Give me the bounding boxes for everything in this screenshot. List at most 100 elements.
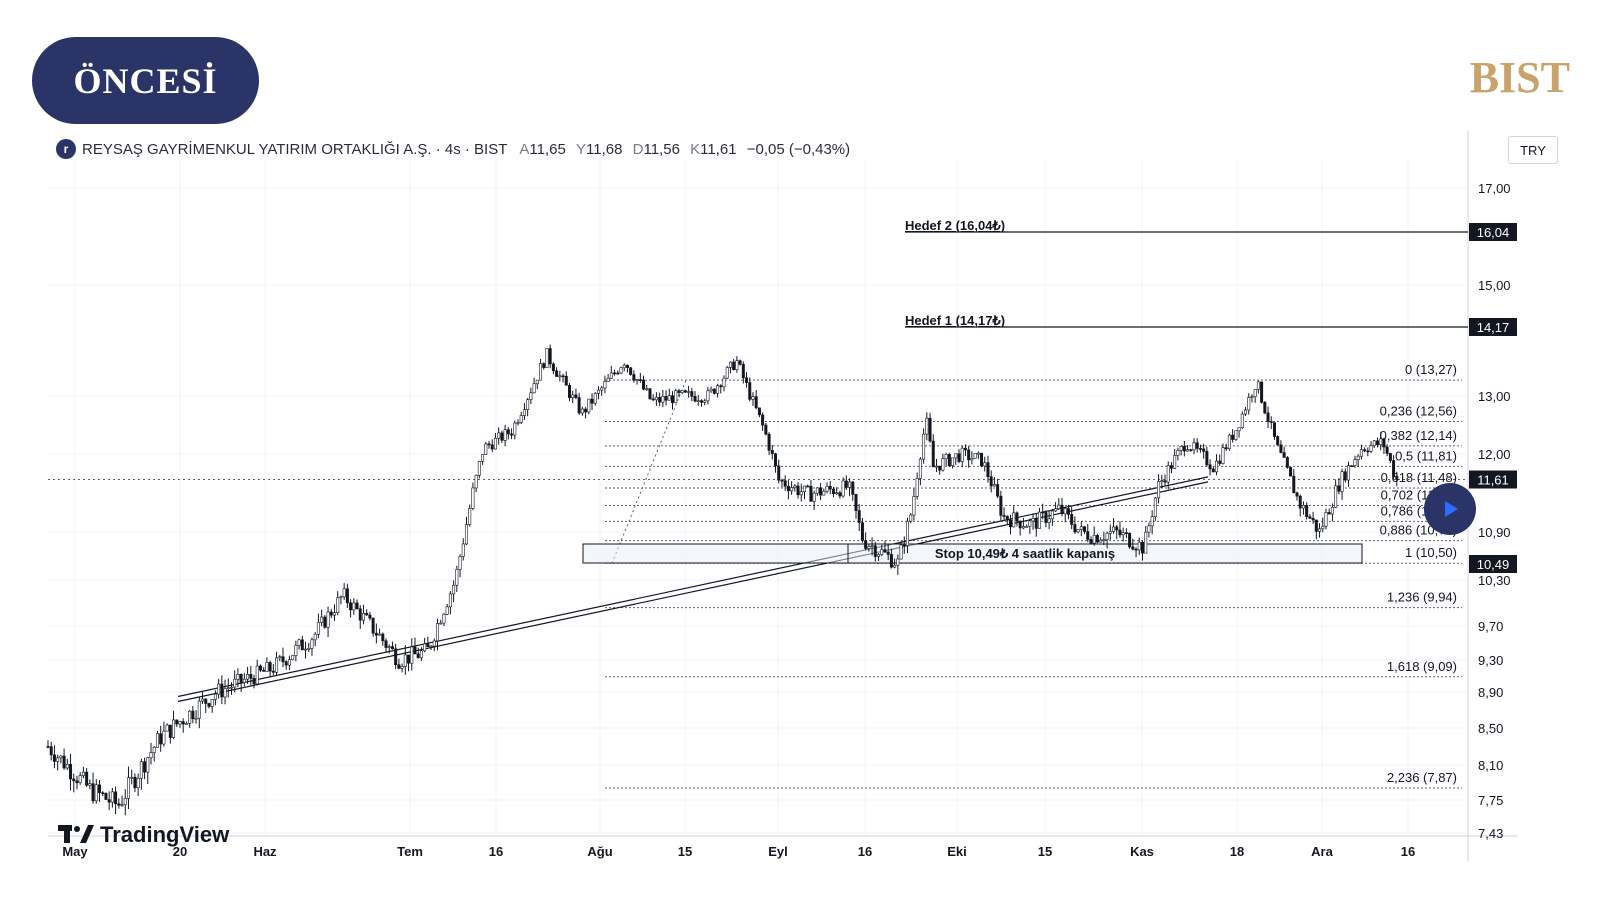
- candle-body: [178, 721, 182, 725]
- x-tick-label: Kas: [1130, 844, 1154, 859]
- candle-body: [828, 485, 832, 490]
- candle-body: [558, 375, 562, 378]
- candle-body: [909, 514, 913, 522]
- candle-body: [461, 543, 465, 557]
- candle-body: [815, 487, 819, 494]
- candle-body: [291, 655, 295, 661]
- candle-body: [841, 480, 845, 497]
- candle-body: [542, 363, 546, 368]
- candle-body: [223, 688, 227, 698]
- candle-body: [1089, 539, 1093, 544]
- candle-body: [381, 633, 385, 642]
- candle-body: [912, 496, 916, 516]
- symbol-title[interactable]: REYSAŞ GAYRİMENKUL YATIRIM ORTAKLIĞI A.Ş…: [82, 140, 508, 158]
- candle-body: [1347, 465, 1351, 481]
- candle-body: [822, 490, 826, 496]
- currency-button[interactable]: TRY: [1508, 136, 1558, 164]
- candle-body: [577, 397, 581, 414]
- candle-body: [107, 799, 111, 803]
- candle-body: [622, 364, 626, 369]
- x-tick-label: Eki: [947, 844, 967, 859]
- candle-body: [667, 395, 671, 401]
- candle-body: [1131, 546, 1135, 550]
- candle-body: [1124, 532, 1128, 534]
- candle-body: [1263, 401, 1267, 414]
- candle-body: [1292, 475, 1296, 494]
- candle-body: [1382, 438, 1386, 448]
- candle-body: [403, 654, 407, 667]
- candle-body: [207, 703, 211, 707]
- candle-body: [838, 492, 842, 497]
- candle-body: [584, 408, 588, 413]
- candle-body: [963, 447, 967, 451]
- candle-body: [1057, 504, 1061, 510]
- candle-body: [976, 452, 980, 455]
- candle-body: [854, 494, 858, 511]
- candle-body: [877, 554, 881, 557]
- candle-body: [1363, 449, 1367, 452]
- candle-body: [326, 611, 330, 628]
- candle-body: [1334, 485, 1338, 508]
- candle-body: [336, 597, 340, 614]
- candle-body: [567, 385, 571, 398]
- candle-body: [1395, 475, 1399, 481]
- candle-body: [947, 454, 951, 467]
- candle-body: [91, 783, 95, 802]
- candle-body: [1015, 512, 1019, 522]
- candle-body: [1244, 409, 1248, 415]
- candle-body: [1054, 508, 1058, 512]
- candle-body: [516, 422, 520, 424]
- candle-body: [1253, 389, 1257, 397]
- candle-body: [867, 546, 871, 549]
- candle-body: [445, 606, 449, 615]
- candle-body: [774, 453, 778, 467]
- play-icon: [1445, 501, 1458, 517]
- candle-body: [561, 375, 565, 378]
- candle-body: [394, 648, 398, 666]
- candle-body: [258, 665, 262, 671]
- candle-body: [1012, 512, 1016, 528]
- candle-body: [1353, 459, 1357, 466]
- candle-body: [390, 646, 394, 650]
- candle-body: [770, 450, 774, 455]
- candle-body: [155, 733, 159, 748]
- play-button[interactable]: [1424, 483, 1476, 535]
- candle-body: [1227, 434, 1231, 450]
- candle-body: [168, 724, 172, 738]
- candle-body: [1066, 508, 1070, 515]
- candle-body: [848, 481, 852, 488]
- tradingview-watermark: TradingView: [58, 822, 229, 848]
- candle-body: [481, 454, 485, 462]
- candle-body: [484, 443, 488, 455]
- before-badge: ÖNCESİ: [32, 37, 259, 124]
- stop-label: Stop 10,49₺ 4 saatlik kapanış: [935, 546, 1115, 561]
- low-value: 11,56: [643, 140, 680, 158]
- candle-body: [526, 399, 530, 411]
- candle-body: [529, 392, 533, 400]
- candle-body: [1028, 520, 1032, 527]
- candle-body: [349, 602, 353, 611]
- fib-level-label: 0,618 (11,48): [1381, 470, 1457, 485]
- candle-body: [1330, 507, 1334, 515]
- candle-body: [345, 588, 349, 604]
- candle-body: [278, 656, 282, 659]
- candle-body: [136, 777, 140, 789]
- candle-body: [114, 791, 118, 805]
- y-tick-label: 17,00: [1478, 181, 1511, 196]
- candle-body: [973, 453, 977, 459]
- candle-body: [281, 656, 285, 663]
- y-tick-label: 15,00: [1478, 278, 1511, 293]
- candle-body: [970, 458, 974, 461]
- candle-body: [860, 522, 864, 541]
- low-label: D: [632, 140, 644, 158]
- y-tick-label: 8,10: [1478, 758, 1503, 773]
- candle-body: [992, 484, 996, 487]
- candle-body: [419, 650, 423, 659]
- candle-body: [1118, 529, 1122, 536]
- candle-body: [722, 377, 726, 388]
- candle-body: [252, 678, 256, 685]
- candle-body: [793, 485, 797, 488]
- candle-body: [1099, 539, 1103, 543]
- candle-body: [1285, 457, 1289, 468]
